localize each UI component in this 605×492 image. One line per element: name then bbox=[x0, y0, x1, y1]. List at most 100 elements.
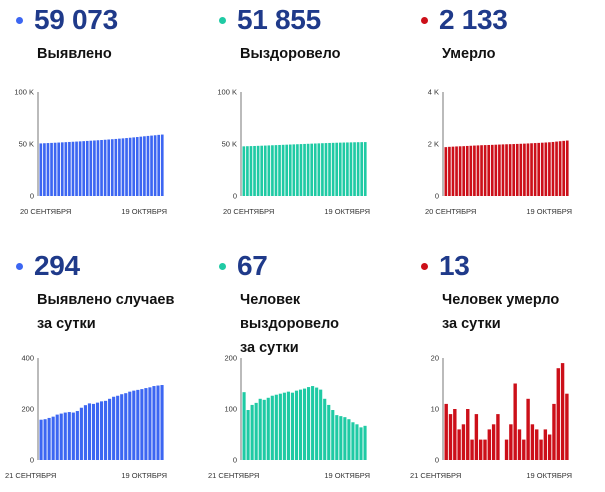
bar bbox=[39, 143, 43, 196]
bar bbox=[487, 429, 492, 460]
bar bbox=[254, 402, 258, 460]
bar bbox=[160, 385, 164, 460]
bar bbox=[323, 398, 327, 460]
x-end-label: 19 ОКТЯБРЯ bbox=[121, 207, 167, 216]
bar bbox=[128, 391, 132, 460]
bar bbox=[83, 405, 87, 460]
bar bbox=[517, 429, 522, 460]
bar bbox=[490, 144, 494, 196]
bar bbox=[75, 411, 79, 460]
bar bbox=[262, 399, 266, 460]
bar bbox=[100, 140, 103, 196]
bar bbox=[136, 389, 140, 461]
y-tick-label: 4 K bbox=[428, 88, 439, 97]
bar bbox=[360, 142, 364, 196]
x-start-label: 20 СЕНТЯБРЯ bbox=[223, 207, 274, 216]
bar bbox=[551, 141, 555, 196]
x-start-label: 21 СЕНТЯБРЯ bbox=[208, 471, 259, 480]
bar bbox=[494, 144, 498, 196]
bar bbox=[478, 439, 483, 460]
bar bbox=[93, 140, 96, 196]
panel-recovered: 51 855 Выздоровело 0 50 K 100 K 20 СЕНТЯБРЯ… bbox=[203, 2, 403, 246]
bar bbox=[296, 144, 299, 196]
bar-chart: 0 2 K 4 K 20 СЕНТЯБРЯ 19 ОКТЯБРЯ bbox=[425, 88, 572, 217]
y-tick-label: 200 bbox=[21, 405, 34, 414]
panel-detected: 59 073 Выявлено 0 50 K 100 K 20 СЕНТЯБРЯ 19 … bbox=[0, 2, 200, 246]
y-tick-label: 100 bbox=[224, 405, 237, 414]
bar bbox=[310, 143, 314, 196]
bar bbox=[242, 392, 246, 460]
bar bbox=[271, 145, 274, 196]
stat-value: 51 855 bbox=[237, 4, 321, 35]
bar bbox=[125, 138, 128, 196]
bar bbox=[448, 414, 453, 460]
bar bbox=[68, 141, 71, 196]
bar bbox=[327, 404, 331, 460]
y-tick-label: 200 bbox=[224, 354, 237, 363]
bar bbox=[281, 144, 285, 196]
y-tick-label: 10 bbox=[431, 405, 439, 414]
bar bbox=[108, 398, 112, 460]
bar bbox=[274, 394, 278, 460]
bar bbox=[47, 417, 51, 460]
bar bbox=[53, 142, 57, 196]
bar bbox=[351, 422, 355, 460]
bar bbox=[331, 410, 335, 460]
bar bbox=[355, 424, 359, 460]
bar bbox=[335, 142, 339, 196]
bar bbox=[256, 145, 260, 196]
bar bbox=[285, 144, 289, 196]
bar bbox=[46, 143, 50, 196]
series-dot bbox=[219, 16, 226, 24]
bar bbox=[476, 145, 480, 196]
bar bbox=[150, 135, 153, 196]
bar bbox=[457, 429, 461, 460]
bar bbox=[526, 143, 530, 196]
bar bbox=[487, 144, 491, 196]
bar bbox=[278, 393, 282, 460]
bar bbox=[444, 403, 448, 460]
bar bbox=[483, 145, 487, 196]
bar bbox=[535, 429, 539, 460]
x-end-label: 19 ОКТЯБРЯ bbox=[526, 471, 572, 480]
bar-chart: 0 100 200 21 СЕНТЯБРЯ 19 ОКТЯБРЯ bbox=[208, 354, 370, 481]
series-dot bbox=[421, 262, 428, 270]
bar bbox=[112, 396, 116, 460]
bar bbox=[132, 137, 136, 196]
bar bbox=[63, 412, 67, 460]
bar bbox=[294, 390, 299, 460]
y-tick-label: 0 bbox=[435, 192, 439, 201]
bar bbox=[266, 397, 270, 460]
bar bbox=[302, 388, 307, 460]
bar bbox=[51, 416, 55, 460]
bar bbox=[346, 142, 349, 196]
bar bbox=[124, 393, 128, 460]
bar bbox=[313, 143, 317, 196]
y-tick-label: 0 bbox=[30, 192, 34, 201]
bar bbox=[356, 142, 360, 196]
stat-header: 2 133 bbox=[421, 2, 508, 38]
bar bbox=[60, 142, 64, 196]
bar bbox=[99, 401, 104, 460]
bar bbox=[508, 144, 512, 196]
bar bbox=[556, 368, 560, 460]
bar bbox=[96, 140, 100, 196]
bar bbox=[548, 142, 551, 196]
stat-label: Человек умерло за сутки bbox=[442, 292, 560, 332]
bar bbox=[363, 142, 367, 196]
bar bbox=[156, 385, 160, 460]
bar bbox=[359, 427, 363, 460]
bar bbox=[135, 137, 139, 196]
bar bbox=[515, 143, 519, 196]
bar bbox=[270, 395, 274, 460]
bar bbox=[465, 145, 469, 196]
bar bbox=[107, 139, 111, 196]
y-tick-label: 0 bbox=[30, 456, 34, 465]
panel-died: 2 133 Умерло 0 2 K 4 K 20 СЕНТЯБРЯ 19 ОКТЯБР… bbox=[405, 2, 605, 246]
bar bbox=[461, 424, 466, 460]
bar bbox=[71, 141, 75, 196]
bar bbox=[157, 134, 161, 196]
stat-value: 13 bbox=[439, 250, 470, 281]
bar bbox=[530, 143, 533, 196]
bar bbox=[140, 389, 144, 460]
